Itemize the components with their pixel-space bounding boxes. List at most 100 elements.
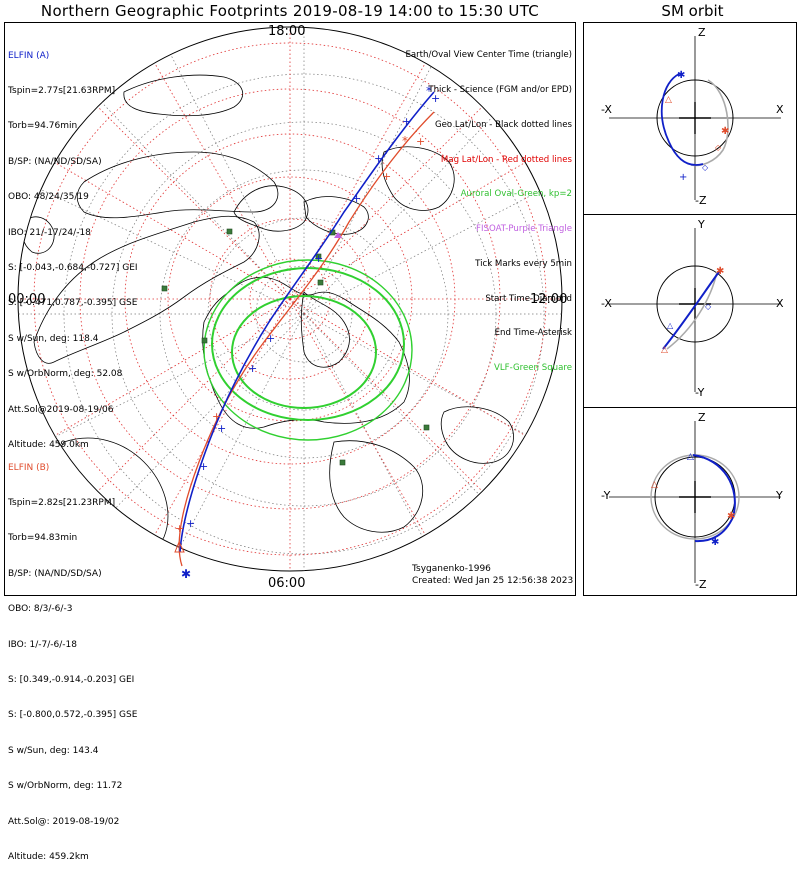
svg-text:+: + [679,172,687,183]
elfin-a-line: S: [-0.043,-0.684,-0.727] GEI [8,262,138,273]
elfin-a-line: S w/Sun, deg: 118.4 [8,333,99,344]
svg-text:+: + [186,517,195,530]
elfin-a-header: ELFIN (A) [8,50,50,61]
time-label-bottom: 06:00 [268,576,306,591]
svg-text:△: △ [665,95,672,105]
sm-axis-label: Z [698,411,706,424]
elfin-a-line: Tspin=2.77s[21.63RPM] [8,85,116,96]
legend-item: VLF-Green Square [493,363,572,374]
sm-axis-label: -X [601,103,612,116]
elfin-a-line: S: [-0.471,0.787,-0.395] GSE [8,298,138,309]
svg-text:+: + [382,170,391,183]
elfin-a-line: Altitude: 459.0km [8,439,89,450]
svg-text:+: + [199,460,208,473]
elfin-b-line: S w/OrbNorm, deg: 11.72 [8,781,123,792]
elfin-b-line: Torb=94.83min [8,533,78,544]
elfin-a-line: IBO: 21/-17/24/-18 [8,227,91,238]
elfin-b-header: ELFIN (B) [8,462,50,473]
elfin-a-line: Torb=94.76min [8,121,78,132]
legend-item: Tick Marks every 5min [475,258,572,269]
legend-item: Thick - Science (FGM and/or EPD) [428,84,572,95]
elfin-a-line: S w/OrbNorm, deg: 52.08 [8,369,123,380]
map-frame [4,22,576,596]
legend-item: Geo Lat/Lon - Black dotted lines [434,119,572,130]
svg-text:+: + [431,92,440,105]
legend-item: Mag Lat/Lon - Red dotted lines [440,154,572,165]
legend: Earth/Oval View Center Time (triangle) T… [405,27,572,386]
elfin-b-line: OBO: 8/3/-6/-3 [8,604,73,615]
svg-text:*: * [402,134,408,148]
svg-text:△: △ [661,345,668,355]
sm-axis-label: X [776,297,784,310]
sm-axis-label: Y [776,489,783,502]
sm-axis-label: -Z [695,578,707,591]
sm-axis-label: -Y [695,386,705,399]
svg-text:+: + [212,410,221,423]
svg-text:◇: ◇ [702,163,709,172]
elfin-b-track [178,111,435,567]
sm-axis-label: -Y [601,489,611,502]
sm-panel-xz: △ ✱ ◇ ◇ ✱ + [609,36,781,200]
svg-text:+: + [175,522,184,535]
legend-item: FISOAT-Purple Triangle [476,224,572,235]
svg-text:+: + [314,252,323,265]
elfin-b-line: B/SP: (NA/ND/SD/SA) [8,568,102,579]
geo-latlon-grid [18,27,562,571]
elfin-a-line: Att.Sol@2019-08-19/06 [8,404,114,415]
sm-panel-yz: △ △ ✱ ✱ [609,421,781,583]
sm-axis-label: Z [698,26,706,39]
page-title: Northern Geographic Footprints 2019-08-1… [40,2,540,20]
svg-text:+: + [217,422,226,435]
svg-text:✱: ✱ [711,537,719,548]
track-markers: + + + + + + + + + + + + + + * * ✱ [174,84,440,581]
sm-panel-xy: ✱ △ ◇ △ [609,228,781,392]
elfin-b-line: S w/Sun, deg: 143.4 [8,745,99,756]
legend-item: End Time-Asterisk [494,328,572,339]
svg-text:◇: ◇ [705,302,712,311]
elfin-b-line: S: [0.349,-0.914,-0.203] GEI [8,674,135,685]
svg-text:*: * [426,84,432,98]
sm-orbit-title: SM orbit [661,2,724,20]
coastlines [21,74,514,558]
elfin-a-line: B/SP: (NA/ND/SD/SA) [8,156,102,167]
elfin-b-info: ELFIN (B) Tspin=2.82s[21.23RPM] Torb=94.… [8,439,137,875]
svg-text:✱: ✱ [677,70,685,81]
sm-panel-frame [583,407,797,596]
elfin-b-line: Att.Sol@: 2019-08-19/02 [8,816,120,827]
svg-text:✱: ✱ [721,126,729,137]
sm-axis-label: -X [601,297,612,310]
elfin-b-line: IBO: 1/-7/-6/-18 [8,639,77,650]
created-label: Created: Wed Jan 25 12:56:38 2023 [412,576,574,586]
vlf-stations [161,228,430,466]
svg-text:+: + [352,192,361,205]
legend-item: Auroral Oval-Green, kp=2 [460,189,572,200]
svg-text:◇: ◇ [715,143,722,152]
sm-axis-label: Y [698,218,705,231]
auroral-oval [203,259,413,441]
elfin-a-info: ELFIN (A) Tspin=2.77s[21.63RPM] Torb=94.… [8,27,138,463]
polar-map: + + + + + + + + + + + + + + * * ✱ [17,26,563,581]
svg-text:+: + [248,362,257,375]
time-label-left: 00:00 [8,292,46,307]
svg-text:△: △ [667,321,674,330]
time-label-right: 12:00 [530,292,568,307]
svg-text:△: △ [651,480,658,490]
svg-text:+: + [374,152,383,165]
sm-axis-label: X [776,103,784,116]
svg-text:△: △ [687,452,694,462]
elfin-a-track [179,91,435,553]
svg-text:+: + [416,135,425,148]
sm-axis-label: -Z [695,194,707,207]
svg-text:✱: ✱ [716,266,724,277]
legend-item: Earth/Oval View Center Time (triangle) [405,50,572,61]
svg-text:+: + [266,332,275,345]
elfin-b-line: Tspin=2.82s[21.23RPM] [8,497,116,508]
time-label-top: 18:00 [268,24,306,39]
svg-text:✱: ✱ [181,567,191,581]
svg-text:+: + [402,115,411,128]
elfin-a-line: OBO: 48/24/35/19 [8,192,89,203]
svg-text:✱: ✱ [727,511,735,522]
legend-item: Start Time-Diamond [485,293,572,304]
model-label: Tsyganenko-1996 [412,564,491,574]
elfin-b-line: S: [-0.800,0.572,-0.395] GSE [8,710,138,721]
